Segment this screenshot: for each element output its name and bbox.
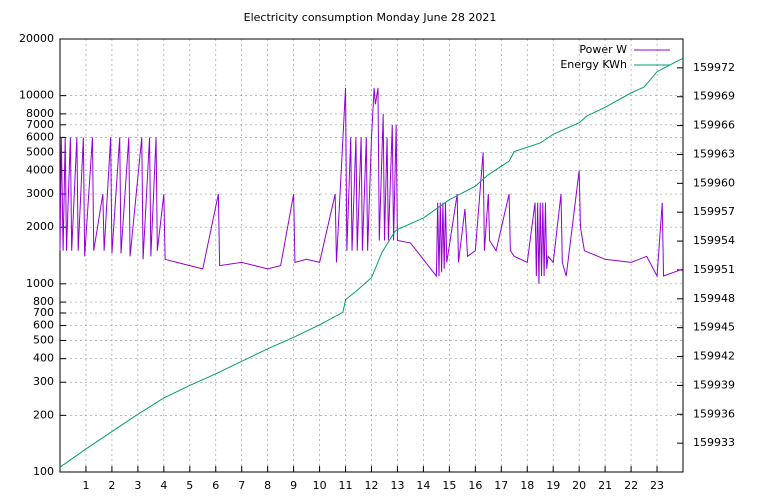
y2-tick-label: 159969 <box>693 90 735 103</box>
y2-tick-label: 159945 <box>693 321 735 334</box>
x-tick-label: 3 <box>134 479 141 492</box>
y-tick-label: 800 <box>33 295 54 308</box>
y-tick-label: 20000 <box>19 32 54 45</box>
y-tick-label: 100 <box>33 465 54 478</box>
legend-label: Power W <box>579 43 627 56</box>
x-tick-label: 17 <box>494 479 508 492</box>
y-tick-label: 1000 <box>26 277 54 290</box>
y-tick-label: 7000 <box>26 118 54 131</box>
y-tick-label: 300 <box>33 375 54 388</box>
x-tick-label: 5 <box>186 479 193 492</box>
y-tick-label: 600 <box>33 319 54 332</box>
y-tick-label: 200 <box>33 408 54 421</box>
chart-title: Electricity consumption Monday June 28 2… <box>244 11 497 24</box>
x-tick-label: 14 <box>416 479 430 492</box>
y2-tick-label: 159936 <box>693 407 735 420</box>
y2-tick-label: 159960 <box>693 176 735 189</box>
series-line <box>59 57 684 468</box>
x-tick-label: 16 <box>468 479 482 492</box>
y-tick-label: 10000 <box>19 89 54 102</box>
x-tick-label: 15 <box>442 479 456 492</box>
y2-tick-label: 159966 <box>693 119 735 132</box>
x-tick-label: 2 <box>108 479 115 492</box>
y2-tick-label: 159942 <box>693 350 735 363</box>
x-tick-label: 23 <box>650 479 664 492</box>
x-tick-label: 7 <box>238 479 245 492</box>
x-tick-label: 21 <box>598 479 612 492</box>
y-tick-label: 4000 <box>26 164 54 177</box>
y2-tick-label: 159963 <box>693 147 735 160</box>
y2-tick-label: 159972 <box>693 61 735 74</box>
y-tick-label: 400 <box>33 352 54 365</box>
x-tick-label: 11 <box>339 479 353 492</box>
x-tick-label: 10 <box>313 479 327 492</box>
x-tick-label: 6 <box>212 479 219 492</box>
y2-tick-label: 159933 <box>693 436 735 449</box>
x-tick-label: 18 <box>520 479 534 492</box>
y2-tick-label: 159939 <box>693 378 735 391</box>
x-tick-label: 8 <box>264 479 271 492</box>
x-tick-label: 1 <box>82 479 89 492</box>
x-tick-label: 9 <box>290 479 297 492</box>
x-tick-label: 22 <box>624 479 638 492</box>
x-tick-label: 13 <box>390 479 404 492</box>
plot-frame <box>59 38 684 473</box>
y-tick-label: 2000 <box>26 220 54 233</box>
y2-tick-label: 159954 <box>693 234 735 247</box>
x-tick-label: 12 <box>365 479 379 492</box>
y2-tick-label: 159957 <box>693 205 735 218</box>
x-tick-label: 20 <box>572 479 586 492</box>
y-tick-label: 3000 <box>26 187 54 200</box>
x-tick-label: 4 <box>160 479 167 492</box>
y-tick-label: 8000 <box>26 107 54 120</box>
y-tick-label: 700 <box>33 306 54 319</box>
legend-label: Energy KWh <box>560 58 627 71</box>
y-tick-label: 500 <box>33 333 54 346</box>
series-line <box>59 87 684 284</box>
x-tick-label: 19 <box>546 479 560 492</box>
y-tick-label: 5000 <box>26 145 54 158</box>
y-tick-label: 6000 <box>26 130 54 143</box>
y2-tick-label: 159951 <box>693 263 735 276</box>
y2-tick-label: 159948 <box>693 292 735 305</box>
